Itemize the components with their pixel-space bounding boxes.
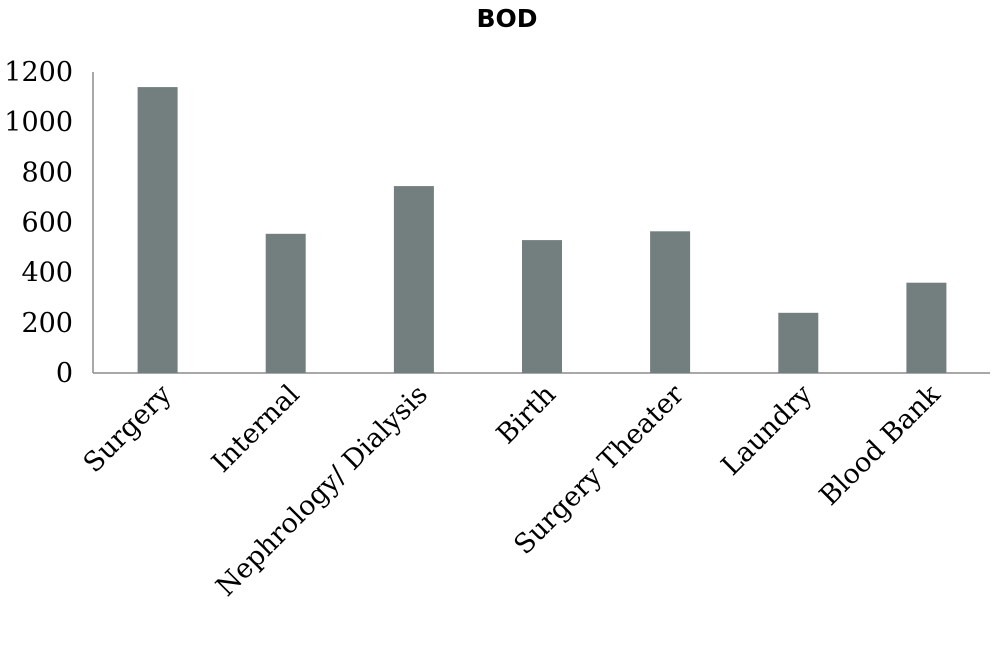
y-tick-label: 600 xyxy=(21,208,73,239)
bars xyxy=(137,87,947,373)
y-tick-label: 1200 xyxy=(4,57,73,88)
y-tick-label: 200 xyxy=(21,308,73,339)
y-tick-labels: 0 200 400 600 800 1000 1200 xyxy=(4,57,73,389)
x-tick-label: Internal xyxy=(206,379,306,479)
bar xyxy=(522,240,562,373)
x-tick-label: Nephrology/ Dialysis xyxy=(210,379,434,603)
x-tick-label: Blood Bank xyxy=(814,379,947,512)
y-tick-label: 800 xyxy=(21,157,73,188)
bar xyxy=(265,233,306,373)
x-tick-label: Laundry xyxy=(716,379,819,482)
bar xyxy=(778,312,819,373)
y-tick-label: 400 xyxy=(21,258,73,289)
bar xyxy=(650,231,691,373)
y-tick-label: 1000 xyxy=(4,107,73,138)
bar xyxy=(393,186,434,373)
y-tick-label: 0 xyxy=(56,358,73,389)
x-tick-label: Birth xyxy=(491,379,562,450)
bar xyxy=(906,282,947,373)
chart-title: BOD xyxy=(476,4,537,33)
bar xyxy=(137,87,178,373)
x-tick-label: Surgery xyxy=(78,379,178,479)
